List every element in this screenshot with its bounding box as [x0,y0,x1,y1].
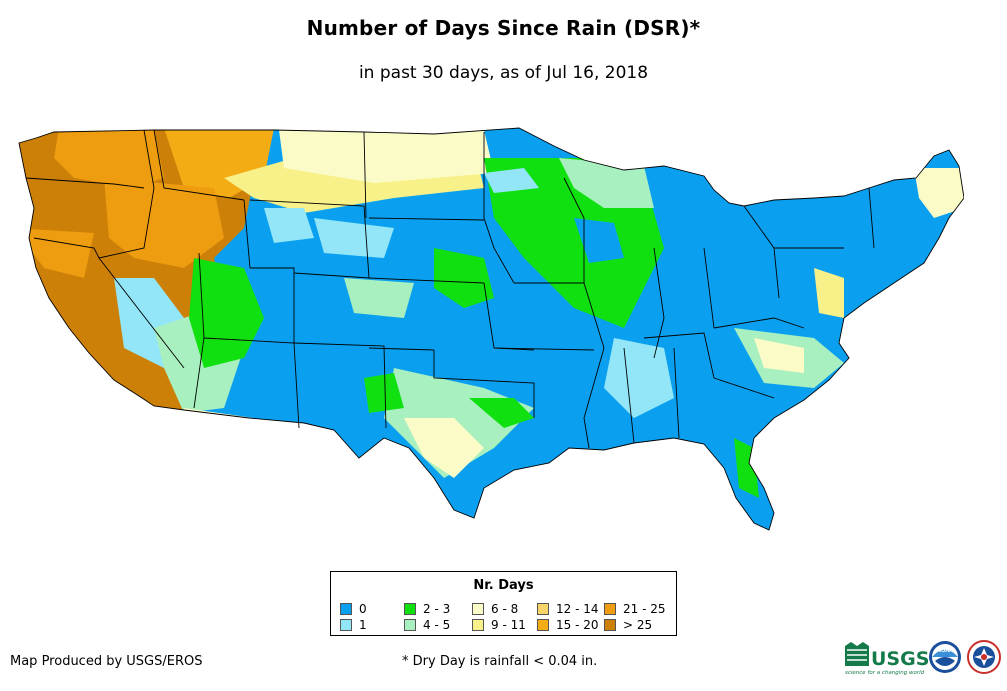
legend-swatch [604,619,616,631]
legend-label: 6 - 8 [491,602,519,616]
agency-logos: USGS science for a changing world NOAA [845,640,1001,676]
legend-item: 12 - 14 [537,602,599,616]
legend-item: 15 - 20 [537,618,599,632]
legend-swatch [404,603,416,615]
noaa-logo: NOAA [929,641,961,673]
legend-label: 2 - 3 [423,602,451,616]
legend-item: > 25 [604,618,652,632]
legend-label: 0 [359,602,367,616]
legend-swatch [537,619,549,631]
legend-label: 12 - 14 [556,602,599,616]
legend-label: > 25 [623,618,653,632]
producer-credit: Map Produced by USGS/EROS [10,654,203,669]
legend-swatch [604,603,616,615]
map-title: Number of Days Since Rain (DSR)* [306,16,701,40]
usgs-logo: USGS science for a changing world [845,642,929,676]
us-dsr-map [18,127,964,531]
legend-item: 4 - 5 [404,618,450,632]
legend-item: 1 [340,618,367,632]
legend-item: 6 - 8 [472,602,518,616]
usgs-tagline: science for a changing world [845,670,925,676]
legend-title: Nr. Days [473,578,534,593]
nws-logo [967,640,1001,674]
legend-swatch [472,603,484,615]
legend-item: 21 - 25 [604,602,666,616]
legend-item: 0 [340,602,367,616]
usgs-wordmark: USGS [871,648,929,670]
legend-label: 1 [359,618,367,632]
legend: Nr. Days 0 1 2 - 3 4 - 5 6 - 8 9 - 11 12… [330,571,677,636]
legend-label: 9 - 11 [491,618,526,632]
legend-item: 2 - 3 [404,602,450,616]
legend-label: 4 - 5 [423,618,451,632]
legend-label: 15 - 20 [556,618,599,632]
legend-swatch [404,619,416,631]
legend-swatch [340,619,352,631]
legend-swatch [340,603,352,615]
legend-swatch [472,619,484,631]
map-subtitle: in past 30 days, as of Jul 16, 2018 [358,63,649,83]
dry-day-note: * Dry Day is rainfall < 0.04 in. [402,654,598,669]
legend-swatch [537,603,549,615]
noaa-wordmark: NOAA [937,648,953,654]
legend-item: 9 - 11 [472,618,526,632]
legend-label: 21 - 25 [623,602,666,616]
